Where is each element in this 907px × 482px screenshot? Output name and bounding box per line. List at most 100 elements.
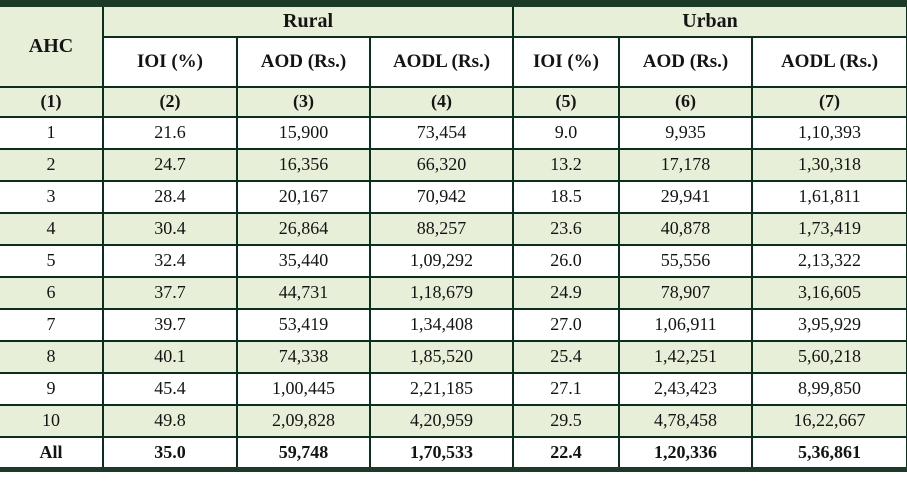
table-cell: 49.8 [103,403,238,438]
table-cell: 1,61,811 [752,179,907,214]
col-number: (3) [237,85,371,118]
col-number: (2) [103,85,238,118]
table-cell: 24.7 [103,147,238,182]
table-cell: 73,454 [370,115,515,150]
table-cell: 9,935 [619,115,754,150]
table-cell: 28.4 [103,179,238,214]
column-number-row: (1) (2) (3) (4) (5) (6) (7) [0,85,907,118]
table-row: 1 21.6 15,900 73,454 9.0 9,935 1,10,393 [0,115,907,150]
table-cell: 3,16,605 [752,275,907,310]
table-cell: 4,78,458 [619,403,754,438]
table-row: 4 30.4 26,864 88,257 23.6 40,878 1,73,419 [0,211,907,246]
table-cell: 29,941 [619,179,754,214]
header-rural: Rural [103,2,515,38]
col-number: (5) [513,85,621,118]
table-cell: 1,06,911 [619,307,754,342]
table-cell: 1,73,419 [752,211,907,246]
table-cell: 29.5 [513,403,621,438]
ahc-value: 3 [0,179,104,214]
ahc-value: 10 [0,403,104,438]
table-cell: 78,907 [619,275,754,310]
header-urban-aod: AOD (Rs.) [619,35,754,88]
ahc-value: 9 [0,371,104,406]
ahc-value: 5 [0,243,104,278]
table-row: 9 45.4 1,00,445 2,21,185 27.1 2,43,423 8,99,85… [0,371,907,406]
table-row: 10 49.8 2,09,828 4,20,959 29.5 4,78,458 16,22,… [0,403,907,438]
table-cell: 30.4 [103,211,238,246]
table-cell: 1,30,318 [752,147,907,182]
table-cell: 17,178 [619,147,754,182]
table-cell: 3,95,929 [752,307,907,342]
table-row: 6 37.7 44,731 1,18,679 24.9 78,907 3,16,605 [0,275,907,310]
table-cell: 8,99,850 [752,371,907,406]
table-cell: 1,34,408 [370,307,515,342]
table-row: 3 28.4 20,167 70,942 18.5 29,941 1,61,811 [0,179,907,214]
table-cell: 35.0 [103,435,238,471]
ahc-value: 1 [0,115,104,150]
ahc-value: 7 [0,307,104,342]
table-cell: 27.1 [513,371,621,406]
header-rural-aodl: AODL (Rs.) [370,35,515,88]
table-cell: 4,20,959 [370,403,515,438]
table-cell: 66,320 [370,147,515,182]
table-cell: 53,419 [237,307,371,342]
header-sub-row: IOI (%) AOD (Rs.) AODL (Rs.) IOI (%) AOD… [0,35,907,88]
table-row: 7 39.7 53,419 1,34,408 27.0 1,06,911 3,95,929 [0,307,907,342]
table-cell: 1,20,336 [619,435,754,471]
total-row: All 35.0 59,748 1,70,533 22.4 1,20,336 5,36,86… [0,435,907,471]
col-number: (4) [370,85,515,118]
table-cell: 1,00,445 [237,371,371,406]
table-cell: 16,22,667 [752,403,907,438]
table-cell: 88,257 [370,211,515,246]
table-cell: 13.2 [513,147,621,182]
ahc-value: 8 [0,339,104,374]
table-row: 5 32.4 35,440 1,09,292 26.0 55,556 2,13,322 [0,243,907,278]
table-cell: 70,942 [370,179,515,214]
header-urban: Urban [513,2,907,38]
table-cell: 37.7 [103,275,238,310]
table-cell: 25.4 [513,339,621,374]
header-rural-ioi: IOI (%) [103,35,238,88]
table-cell: 23.6 [513,211,621,246]
table-cell: 20,167 [237,179,371,214]
table-cell: 1,85,520 [370,339,515,374]
table-cell: 9.0 [513,115,621,150]
ahc-value: 6 [0,275,104,310]
table-cell: 45.4 [103,371,238,406]
ahc-value: 2 [0,147,104,182]
ahc-value: All [0,435,104,471]
table-cell: 18.5 [513,179,621,214]
col-number: (6) [619,85,754,118]
table-cell: 15,900 [237,115,371,150]
table-cell: 40.1 [103,339,238,374]
table-cell: 1,42,251 [619,339,754,374]
table-cell: 35,440 [237,243,371,278]
table-cell: 2,13,322 [752,243,907,278]
header-group-row: AHC Rural Urban [0,2,907,88]
table-cell: 59,748 [237,435,371,471]
table-cell: 1,10,393 [752,115,907,150]
table-cell: 21.6 [103,115,238,150]
table-cell: 32.4 [103,243,238,278]
table-cell: 26,864 [237,211,371,246]
table-cell: 55,556 [619,243,754,278]
table-cell: 5,60,218 [752,339,907,374]
table-row: 2 24.7 16,356 66,320 13.2 17,178 1,30,318 [0,147,907,182]
table-cell: 39.7 [103,307,238,342]
table-cell: 44,731 [237,275,371,310]
table-cell: 1,18,679 [370,275,515,310]
header-urban-ioi: IOI (%) [513,35,621,88]
ahc-statistics-table: AHC Rural Urban IOI (%) AOD (Rs.) AODL (… [0,0,907,472]
table-cell: 74,338 [237,339,371,374]
col-number: (7) [752,85,907,118]
table-cell: 5,36,861 [752,435,907,471]
col-number: (1) [0,85,104,118]
table-cell: 1,09,292 [370,243,515,278]
table-cell: 40,878 [619,211,754,246]
ahc-value: 4 [0,211,104,246]
table-cell: 2,43,423 [619,371,754,406]
table-cell: 2,21,185 [370,371,515,406]
table-cell: 24.9 [513,275,621,310]
table-cell: 27.0 [513,307,621,342]
table-cell: 1,70,533 [370,435,515,471]
